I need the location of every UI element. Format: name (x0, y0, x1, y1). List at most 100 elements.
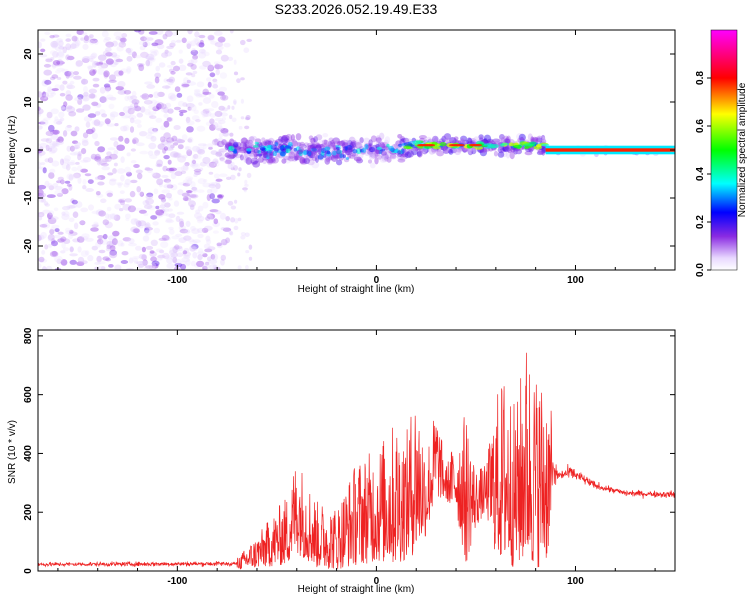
spectrogram-blob (302, 150, 307, 156)
spectrogram-blob (240, 116, 245, 120)
spectrogram-blob (76, 261, 85, 267)
spectrogram-blob (214, 138, 219, 146)
spectrogram-blob (323, 140, 331, 146)
spectrogram-blob (87, 35, 93, 43)
spectrogram-blob (230, 161, 235, 167)
spectrogram-blob (242, 187, 248, 191)
spectrogram-blob (244, 232, 250, 238)
spectrogram-blob (184, 229, 191, 234)
spectrogram-blob (245, 157, 252, 165)
spectrogram-blob (209, 193, 215, 200)
spectrogram-blob (230, 205, 237, 210)
spectrogram-blob (222, 242, 227, 246)
spectrogram-blob (97, 121, 105, 126)
spectrogram-blob (107, 213, 112, 221)
spectrogram-blob (291, 156, 298, 162)
spectrogram-blob (212, 158, 219, 165)
spectrogram-blob (416, 150, 423, 158)
spectrogram-blob (467, 147, 473, 154)
spectrogram-blob (167, 92, 176, 100)
spectrogram-blob (296, 149, 303, 155)
spectrogram-blob (126, 152, 131, 157)
spectrogram-blob (62, 46, 67, 54)
spectrogram-blob (259, 151, 265, 159)
spectrogram-blob (377, 154, 382, 160)
spectrogram-blob (40, 48, 46, 53)
spectrogram-blob (211, 253, 219, 261)
spectrogram-blob (253, 145, 259, 148)
spectrogram-blob (93, 221, 99, 226)
spectrogram-blob (143, 212, 149, 217)
spectrogram-blob (105, 190, 114, 197)
spectrogram-blob (57, 176, 64, 181)
spectrogram-blob (317, 154, 324, 160)
spectrogram-blob (170, 252, 179, 258)
spectrogram-blob (92, 102, 100, 108)
spectrogram-blob (189, 104, 197, 112)
spectrogram-blob (233, 165, 238, 171)
spectrogram-blob (189, 204, 195, 211)
spectrogram-blob (120, 125, 128, 132)
spectrogram-blob (248, 143, 254, 148)
spectrogram-blob (40, 162, 46, 166)
spectrogram-blob (68, 184, 73, 191)
spectrogram-blob (215, 151, 223, 157)
spectrogram-blob (117, 198, 123, 203)
spectrogram-blob (106, 123, 116, 127)
spectrogram-blob (167, 108, 174, 114)
spectrogram-blob (307, 159, 315, 166)
spectrogram-blob (263, 139, 271, 146)
spectrogram-blob (225, 237, 231, 244)
spectrogram-blob (509, 147, 518, 152)
spectrogram-blob (263, 141, 271, 146)
spectrogram-blob (220, 254, 226, 261)
spectrogram-blob (118, 70, 124, 76)
spectrogram-blob (132, 137, 139, 144)
spectrogram-blob (73, 71, 79, 76)
spectrogram-blob (144, 227, 150, 234)
spectrogram-blob (80, 37, 85, 41)
spectrogram-blob (108, 264, 114, 268)
spectrogram-blob (281, 158, 287, 164)
spectrogram-blob (122, 106, 132, 113)
spectrogram-blob (159, 204, 166, 209)
spectrogram-blob (117, 240, 124, 247)
spectrogram-blob (209, 264, 217, 270)
spectrogram-blob (215, 179, 221, 185)
spectrogram-blob (178, 109, 188, 113)
spectrogram-blob (162, 165, 168, 172)
spectrogram-blob (52, 34, 60, 38)
spectrogram-blob (166, 257, 174, 264)
spectrogram-blob (146, 84, 156, 89)
spectrogram-blob (298, 144, 307, 149)
spectrogram-blob (231, 105, 235, 110)
spectrogram-blob (152, 221, 159, 226)
spectrogram-blob (202, 143, 207, 150)
colorbar-ticks: 0.00.20.40.60.8 (695, 71, 711, 277)
spectrogram-blob (53, 207, 59, 212)
spectrogram-blob (51, 88, 59, 92)
spectrogram-blob (51, 62, 57, 69)
spectrogram-blob (152, 106, 160, 112)
spectrogram-blob (523, 143, 532, 147)
spectrogram-blob (174, 262, 183, 268)
snr-series-line (38, 352, 675, 570)
spectrogram-blob (285, 148, 291, 154)
spectrogram-blob (69, 246, 74, 253)
spectrogram-blob (52, 183, 59, 188)
colorbar-tick-label: 0.2 (695, 215, 706, 229)
spectrogram-blob (39, 224, 48, 228)
spectrogram-blob (158, 62, 166, 68)
spectrogram-blob (381, 149, 389, 158)
spectrogram-blob (229, 132, 234, 137)
spectrogram-blob (164, 49, 169, 54)
spectrogram-blob (74, 97, 82, 102)
spectrogram-blob (186, 126, 194, 133)
spectrogram-blob (120, 174, 125, 182)
spectrogram-blob (312, 153, 319, 159)
spectrogram-blob (355, 148, 362, 155)
spectrogram-blob (106, 45, 112, 48)
spectrogram-blob (239, 144, 246, 152)
spectrogram-blob (376, 146, 382, 151)
spectrogram-blob (42, 209, 51, 214)
